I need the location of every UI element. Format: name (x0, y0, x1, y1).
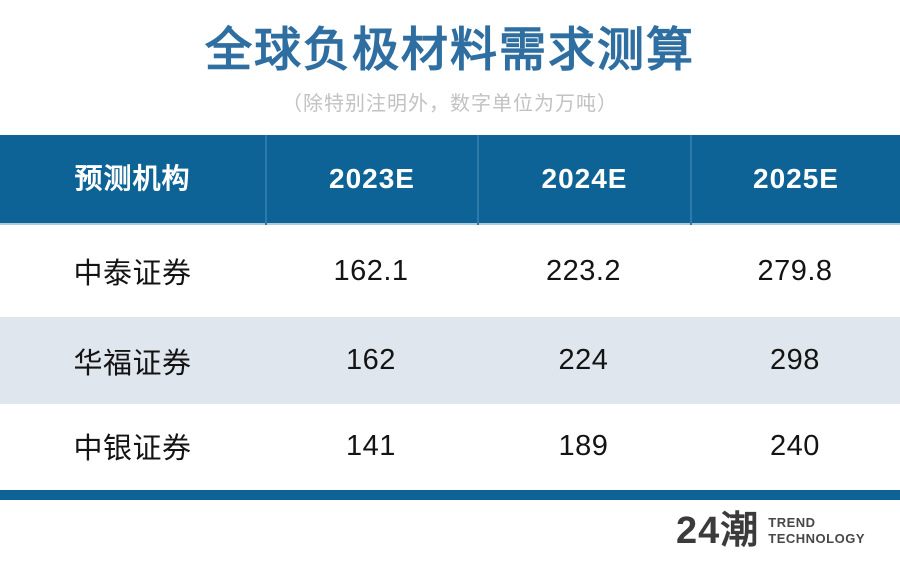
footer-logo: 24潮 TREND TECHNOLOGY (676, 512, 865, 550)
institution-cell: 中银证券 (73, 433, 192, 465)
chart-title: 全球负极材料需求测算 (205, 23, 695, 76)
demand-table: 预测机构 2023E 2024E 2025E 中泰证券 162.1 223.2 … (0, 135, 900, 488)
table-row: 中泰证券 162.1 223.2 279.8 (0, 225, 900, 317)
table-header-row: 预测机构 2023E 2024E 2025E (0, 135, 900, 225)
bottom-accent-bar (0, 490, 900, 500)
value-cell: 189 (558, 429, 609, 462)
header-cell-2025e: 2025E (690, 135, 900, 225)
logo-text-trend: TREND (768, 514, 816, 530)
value-cell: 298 (770, 344, 820, 376)
table-row: 中银证券 141 189 240 (0, 404, 900, 488)
logo-text-technology: TECHNOLOGY (768, 531, 865, 546)
institution-cell: 中泰证券 (73, 258, 192, 290)
value-cell: 162.1 (333, 254, 409, 287)
value-cell: 162 (346, 344, 396, 376)
value-cell: 223.2 (545, 254, 622, 287)
header-cell-2024e: 2024E (477, 135, 690, 225)
logo-wordmark: TREND TECHNOLOGY (768, 515, 865, 548)
value-cell: 279.8 (757, 254, 833, 287)
header-cell-2023e: 2023E (265, 135, 477, 225)
chart-subtitle: （除特别注明外，数字单位为万吨） (282, 92, 618, 115)
value-cell: 240 (770, 429, 820, 462)
table-row: 华福证券 162 224 298 (0, 317, 900, 404)
value-cell: 141 (346, 429, 396, 462)
institution-cell: 华福证券 (73, 347, 192, 380)
value-cell: 224 (558, 344, 609, 376)
header-cell-institution: 预测机构 (74, 163, 191, 194)
logo-mark-24chao: 24潮 (675, 510, 760, 552)
